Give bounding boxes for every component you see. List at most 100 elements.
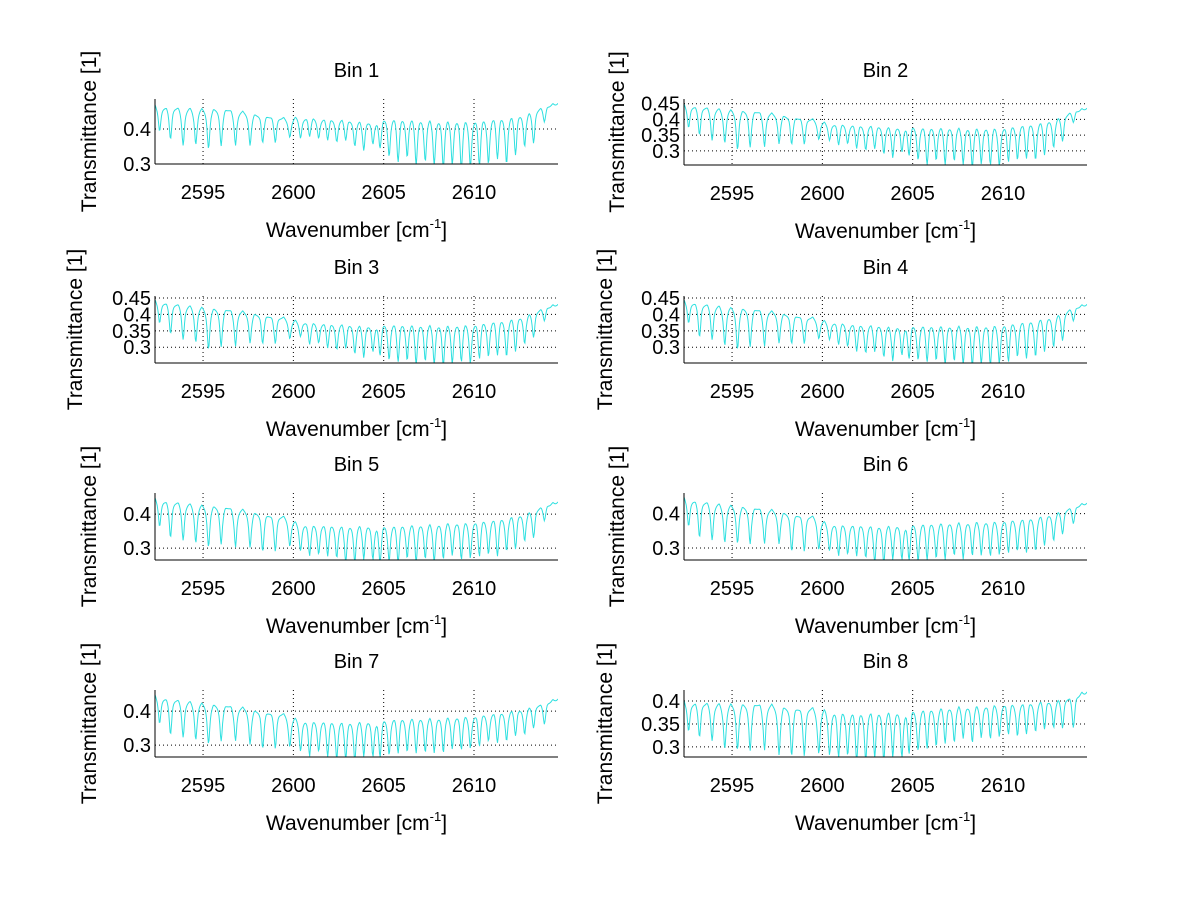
x-tick-label: 2600	[271, 182, 316, 204]
x-tick-label: 2600	[271, 578, 316, 600]
y-tick-label: 0.35	[641, 321, 680, 343]
y-axis-label: Transmittance [1]	[594, 643, 617, 804]
y-axis-label: Transmittance [1]	[78, 446, 101, 607]
x-axis-label-text: Wavenumber [cm	[266, 219, 430, 242]
subplot-title: Bin 5	[334, 454, 380, 476]
x-tick-label: 2610	[452, 182, 497, 204]
y-tick-label: 0.4	[123, 304, 151, 326]
y-axis-label: Transmittance [1]	[78, 51, 101, 212]
x-axis-label-end: ]	[970, 615, 976, 638]
x-axis-label: Wavenumber [cm-1]	[795, 809, 976, 835]
subplot-title: Bin 2	[863, 60, 909, 82]
x-axis-label-superscript: -1	[959, 415, 971, 430]
spectrum-line	[684, 496, 1087, 560]
y-tick-label: 0.4	[123, 701, 151, 723]
x-tick-label: 2605	[890, 578, 935, 600]
x-tick-label: 2610	[452, 578, 497, 600]
x-axis-label-end: ]	[441, 418, 447, 441]
y-tick-label: 0.4	[652, 109, 680, 131]
x-tick-label: 2600	[800, 775, 845, 797]
y-tick-label: 0.4	[652, 504, 680, 526]
y-axis-label: Transmittance [1]	[606, 51, 629, 212]
x-axis-label-superscript: -1	[959, 217, 971, 232]
x-tick-label: 2610	[981, 183, 1026, 205]
x-tick-label: 2595	[710, 775, 755, 797]
x-tick-label: 2605	[361, 775, 406, 797]
x-tick-label: 2595	[181, 775, 226, 797]
x-axis-label-text: Wavenumber [cm	[266, 812, 430, 835]
y-tick-label: 0.45	[112, 288, 151, 310]
x-axis-label-text: Wavenumber [cm	[795, 418, 959, 441]
x-axis-label-superscript: -1	[959, 612, 971, 627]
y-tick-label: 0.3	[123, 154, 151, 176]
x-axis-label: Wavenumber [cm-1]	[266, 809, 447, 835]
subplot-bin-1: 2595 2600 2605 2610 0.3 0.4 Bin 1 Wavenumber [c…	[78, 51, 558, 242]
x-tick-label: 2610	[981, 381, 1026, 403]
y-tick-label: 0.45	[641, 288, 680, 310]
subplot-title: Bin 1	[334, 60, 380, 82]
y-tick-label: 0.3	[123, 538, 151, 560]
y-tick-label: 0.3	[652, 737, 680, 759]
y-tick-label: 0.4	[123, 504, 151, 526]
subplot-bin-5: 2595 2600 2605 2610 0.3 0.4 Bin 5 Wavenumber [c…	[78, 446, 558, 638]
x-tick-label: 2610	[452, 775, 497, 797]
x-axis-label-superscript: -1	[959, 809, 971, 824]
x-axis-label-end: ]	[441, 219, 447, 242]
x-tick-label: 2600	[800, 578, 845, 600]
x-axis-label-end: ]	[441, 615, 447, 638]
y-axis-label: Transmittance [1]	[78, 643, 101, 804]
x-axis-label-text: Wavenumber [cm	[266, 418, 430, 441]
x-axis-label: Wavenumber [cm-1]	[266, 415, 447, 441]
x-tick-label: 2600	[800, 183, 845, 205]
y-tick-label: 0.35	[112, 321, 151, 343]
x-tick-label: 2595	[710, 381, 755, 403]
subplot-title: Bin 7	[334, 651, 380, 673]
y-tick-label: 0.3	[652, 538, 680, 560]
x-tick-label: 2605	[890, 775, 935, 797]
y-tick-label: 0.4	[123, 119, 151, 141]
x-axis-label-end: ]	[441, 812, 447, 835]
x-axis-label-text: Wavenumber [cm	[795, 615, 959, 638]
y-tick-label: 0.35	[641, 714, 680, 736]
y-axis-label: Transmittance [1]	[606, 446, 629, 607]
y-tick-label: 0.3	[652, 337, 680, 359]
x-tick-label: 2605	[890, 381, 935, 403]
x-tick-label: 2605	[361, 182, 406, 204]
spectrum-line	[155, 102, 558, 164]
x-axis-label-text: Wavenumber [cm	[795, 812, 959, 835]
spectrum-line	[155, 694, 558, 757]
subplot-bin-7: 2595 2600 2605 2610 0.3 0.4 Bin 7 Wavenumber [c…	[78, 643, 558, 835]
x-axis-label-superscript: -1	[430, 612, 442, 627]
x-tick-label: 2595	[181, 578, 226, 600]
x-axis-label-end: ]	[970, 418, 976, 441]
y-tick-label: 0.35	[641, 125, 680, 147]
spectrum-line	[155, 299, 558, 363]
x-axis-label-text: Wavenumber [cm	[266, 615, 430, 638]
subplot-title: Bin 6	[863, 454, 909, 476]
x-tick-label: 2600	[800, 381, 845, 403]
y-tick-label: 0.4	[652, 691, 680, 713]
x-tick-label: 2600	[271, 775, 316, 797]
y-tick-label: 0.3	[123, 735, 151, 757]
x-tick-label: 2605	[361, 381, 406, 403]
x-axis-label: Wavenumber [cm-1]	[795, 612, 976, 638]
subplot-bin-6: 2595 2600 2605 2610 0.3 0.4 Bin 6 Wavenumber [c…	[606, 446, 1087, 638]
subplot-title: Bin 3	[334, 257, 380, 279]
y-tick-label: 0.3	[123, 337, 151, 359]
y-tick-label: 0.4	[652, 304, 680, 326]
x-axis-label-superscript: -1	[430, 415, 442, 430]
x-axis-label-end: ]	[970, 220, 976, 243]
x-tick-label: 2595	[181, 381, 226, 403]
x-axis-label-superscript: -1	[430, 216, 442, 231]
x-tick-label: 2610	[981, 775, 1026, 797]
y-axis-label: Transmittance [1]	[594, 249, 617, 410]
x-tick-label: 2605	[890, 183, 935, 205]
x-axis-label: Wavenumber [cm-1]	[266, 216, 447, 242]
spectrum-line	[684, 299, 1087, 363]
spectrum-line	[684, 691, 1087, 757]
subplot-bin-2: 2595 2600 2605 2610 0.30.350.40.45 Bin 2 Waven…	[606, 51, 1087, 243]
x-tick-label: 2595	[710, 578, 755, 600]
subplot-bin-3: 2595 2600 2605 2610 0.30.350.40.45 Bin 3 Waven…	[64, 249, 558, 441]
spectrum-line	[155, 497, 558, 560]
